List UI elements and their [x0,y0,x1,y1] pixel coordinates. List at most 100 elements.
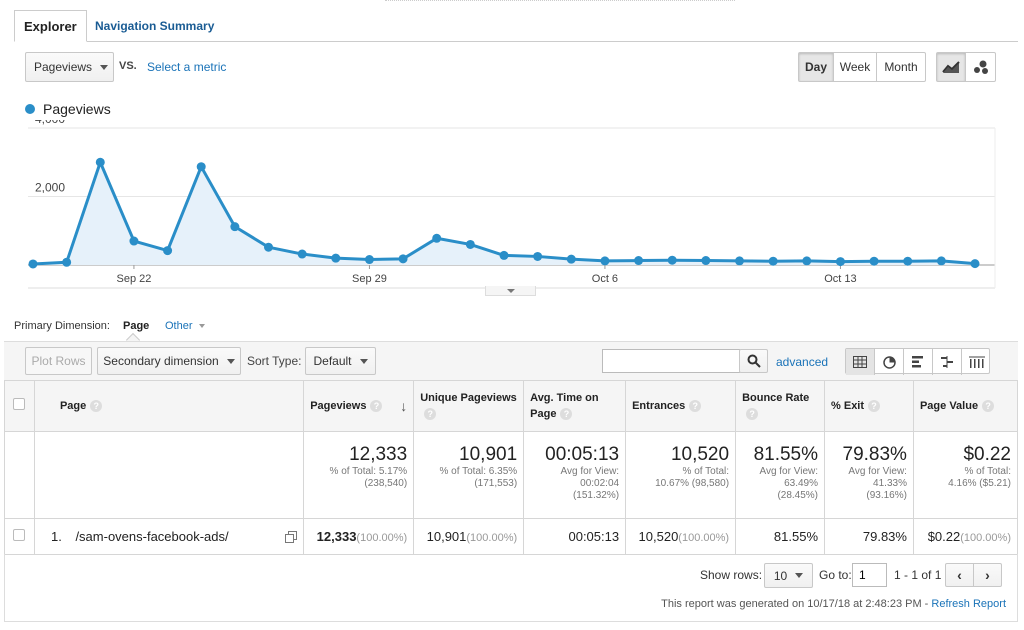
primary-dimension-page[interactable]: Page [123,320,150,332]
header-bounce-rate-label: Bounce Rate [742,392,810,404]
data-point[interactable] [331,253,341,263]
previous-page-button[interactable]: ‹ [945,563,974,587]
row-avg-time: 00:05:13 [523,518,627,555]
header-page[interactable]: Page? [33,380,305,432]
data-point[interactable] [499,250,509,260]
data-point[interactable] [970,259,980,269]
data-point[interactable] [802,256,812,266]
data-point[interactable] [398,254,408,264]
data-point[interactable] [600,256,610,266]
select-all-checkbox[interactable] [13,397,26,410]
header-unique-pageviews[interactable]: Unique Pageviews? [413,380,525,432]
plot-rows-button[interactable]: Plot Rows [25,347,92,375]
legend-dot [25,104,35,114]
help-icon[interactable]: ? [982,400,995,413]
header-page-value[interactable]: Page Value? [912,380,1019,432]
term-cloud-view-button[interactable] [962,349,991,375]
tab-explorer[interactable]: Explorer [14,10,87,42]
week-button[interactable]: Week [833,52,877,82]
show-rows-select[interactable]: 10 [764,563,813,588]
header-pageviews[interactable]: Pageviews? ↓ [303,380,415,432]
total-note: 4.16% ($5.21) [948,478,1011,489]
header-pageviews-label: Pageviews [310,400,367,412]
help-icon[interactable]: ? [868,400,881,413]
search-button[interactable] [739,349,768,373]
sort-type-select[interactable]: Default [305,347,376,375]
header-avg-time[interactable]: Avg. Time on Page? [523,380,627,432]
x-tick-label: Oct 13 [824,273,856,285]
total-note: (171,553) [474,478,518,489]
search-icon [747,354,761,368]
data-point[interactable] [465,239,475,249]
total-note: (151.32%) [572,490,620,501]
header-entrances[interactable]: Entrances? [625,380,737,432]
performance-view-button[interactable] [904,349,933,375]
next-page-button[interactable]: › [973,563,1002,587]
row-pageviews: 12,333(100.00%) [303,518,415,555]
open-link-icon[interactable] [285,531,298,543]
chart-collapse-handle[interactable] [485,286,536,296]
refresh-report-link[interactable]: Refresh Report [931,598,1006,610]
other-label: Other [165,320,193,332]
data-point[interactable] [735,256,744,266]
data-point[interactable] [903,256,913,266]
row-pageviews-pct: (100.00%) [356,532,408,544]
data-point[interactable] [835,257,845,267]
help-icon[interactable]: ? [424,408,437,421]
data-point[interactable] [264,242,273,252]
day-button[interactable]: Day [798,52,834,82]
table-row[interactable]: 1. /sam-ovens-facebook-ads/ 12,333(100.0… [4,518,1019,555]
header-unique-pageviews-label: Unique Pageviews [420,392,517,404]
data-point[interactable] [701,256,711,266]
header-bounce-rate[interactable]: Bounce Rate? [735,380,826,432]
total-value: 12,333 [349,444,408,465]
total-note: Avg for View: [848,466,907,477]
grid-icon [853,356,867,368]
help-icon[interactable]: ? [90,400,103,413]
data-point[interactable] [634,256,644,266]
advanced-link[interactable]: advanced [776,355,829,369]
help-icon[interactable]: ? [689,400,702,413]
help-icon[interactable]: ? [370,400,383,413]
data-point[interactable] [869,256,879,266]
data-point[interactable] [533,251,543,261]
header-exit[interactable]: % Exit? [824,380,914,432]
data-point[interactable] [667,255,677,265]
row-page-link[interactable]: /sam-ovens-facebook-ads/ [75,529,229,544]
data-point[interactable] [230,222,240,232]
help-icon[interactable]: ? [560,408,573,421]
data-point[interactable] [129,236,139,246]
help-icon[interactable]: ? [746,408,759,421]
data-point[interactable] [566,254,576,264]
data-point[interactable] [432,233,442,243]
percentage-view-button[interactable] [875,349,904,375]
primary-dimension-other[interactable]: Other [165,320,205,332]
goto-input[interactable] [852,563,887,587]
table-search-input[interactable] [602,349,740,373]
data-table-view-button[interactable] [846,349,875,375]
data-point[interactable] [364,255,374,265]
data-point[interactable] [297,249,307,259]
line-chart-button[interactable] [936,52,966,82]
data-point[interactable] [95,157,105,167]
select-metric-link[interactable]: Select a metric [147,60,227,74]
secondary-dimension-select[interactable]: Secondary dimension [97,347,241,375]
metric-select[interactable]: Pageviews [25,52,114,82]
bar-icon [911,356,923,368]
motion-chart-button[interactable] [965,52,996,82]
sort-descending-icon: ↓ [400,398,408,414]
data-point[interactable] [936,256,946,266]
data-point[interactable] [163,246,173,256]
data-point[interactable] [196,162,206,172]
data-point[interactable] [28,259,38,269]
total-pageviews: 12,333 % of Total: 5.17% (238,540) [303,431,415,519]
data-point[interactable] [768,256,778,266]
row-checkbox[interactable] [13,529,26,541]
select-all-cell [4,380,35,432]
comparison-view-button[interactable] [933,349,962,375]
data-point[interactable] [62,257,72,267]
tab-navigation-summary[interactable]: Navigation Summary [95,19,215,33]
month-button[interactable]: Month [876,52,926,82]
legend-label: Pageviews [43,101,111,117]
total-note: % of Total: 5.17% [329,466,408,477]
